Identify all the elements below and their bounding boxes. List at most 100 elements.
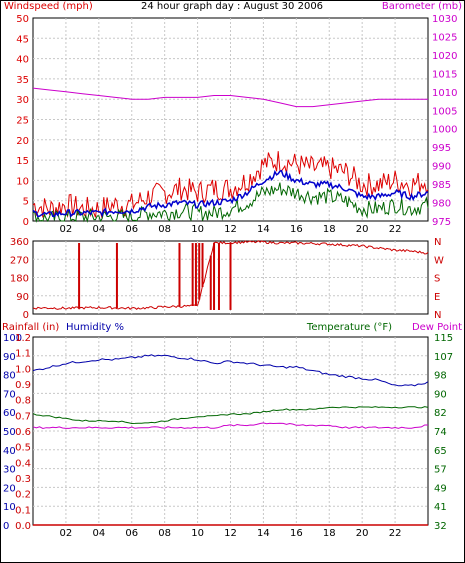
direction-line xyxy=(32,240,429,311)
windspeed-tick-label: 45 xyxy=(16,34,29,45)
x-tick-label: 14 xyxy=(257,224,270,235)
direction-degree-tick-labels: 360 270 180 90 0 xyxy=(10,237,29,321)
x-tick-label: 04 xyxy=(92,528,105,539)
rainfall-tick-label: 0.8 xyxy=(15,396,31,407)
x-tick-label: 20 xyxy=(356,224,369,235)
panel-climate-series xyxy=(32,354,429,526)
low-speed-line xyxy=(32,182,429,223)
x-tick-label: 22 xyxy=(389,224,402,235)
windspeed-tick-label: 0 xyxy=(23,217,29,228)
humidity-tick-label: 100 xyxy=(3,333,22,344)
temperature-tick-label: 82 xyxy=(434,408,447,419)
temperature-axis-label: Temperature (°F) xyxy=(306,322,392,333)
rainfall-tick-label: 0.3 xyxy=(15,474,31,485)
barometer-tick-label: 1025 xyxy=(432,32,457,43)
direction-compass-tick-label: N xyxy=(434,310,441,321)
humidity-tick-label: 30 xyxy=(3,465,16,476)
x-tick-label: 16 xyxy=(290,224,303,235)
average-speed-line xyxy=(32,169,429,218)
barometer-tick-label: 980 xyxy=(432,199,451,210)
x-tick-label: 12 xyxy=(224,224,237,235)
barometer-tick-label: 1000 xyxy=(432,125,457,136)
windspeed-tick-label: 30 xyxy=(16,95,29,106)
barometer-axis-label: Barometer (mb) xyxy=(382,1,462,12)
windspeed-axis-label: Windspeed (mph) xyxy=(4,1,93,12)
windspeed-tick-label: 15 xyxy=(16,156,29,167)
chart-title: 24 hour graph day : August 30 2006 xyxy=(141,1,323,12)
temperature-tick-labels: 115 107 98 90 82 74 65 57 49 41 32 xyxy=(434,333,453,532)
x-tick-label: 02 xyxy=(60,528,73,539)
direction-compass-tick-label: N xyxy=(434,237,441,248)
x-tick-label: 06 xyxy=(125,224,138,235)
x-tick-label: 10 xyxy=(191,224,204,235)
x-tick-label: 20 xyxy=(356,528,369,539)
dewpoint-line xyxy=(32,422,428,430)
rainfall-tick-label: 1.1 xyxy=(15,349,31,360)
rainfall-tick-label: 0.1 xyxy=(15,505,31,516)
x-tick-label: 06 xyxy=(125,528,138,539)
rainfall-tick-label: 0.2 xyxy=(15,490,31,501)
temperature-tick-label: 98 xyxy=(434,371,447,382)
temperature-tick-label: 41 xyxy=(434,502,447,513)
panel-climate-grid xyxy=(33,337,428,525)
windspeed-tick-label: 20 xyxy=(16,136,29,147)
windspeed-tick-label: 10 xyxy=(16,176,29,187)
humidity-tick-label: 50 xyxy=(3,427,16,438)
humidity-tick-label: 90 xyxy=(3,352,16,363)
humidity-tick-label: 20 xyxy=(3,483,16,494)
barometer-tick-label: 1015 xyxy=(432,69,457,80)
barometer-tick-label: 985 xyxy=(432,180,451,191)
barometer-tick-label: 995 xyxy=(432,143,451,154)
humidity-axis-label: Humidity % xyxy=(66,322,124,333)
rainfall-axis-label: Rainfall (in) xyxy=(2,322,59,333)
humidity-tick-label: 80 xyxy=(3,371,16,382)
x-tick-label: 04 xyxy=(92,224,105,235)
barometer-tick-label: 990 xyxy=(432,162,451,173)
humidity-tick-label: 40 xyxy=(3,446,16,457)
windspeed-tick-label: 35 xyxy=(16,75,29,86)
dewpoint-axis-label: Dew Point xyxy=(412,322,462,333)
panel-wind-x-tick-labels: 02 04 06 08 10 12 14 16 18 20 22 xyxy=(60,224,402,235)
rainfall-tick-label: 0.7 xyxy=(15,411,31,422)
rainfall-tick-label: 0.5 xyxy=(15,443,31,454)
rainfall-tick-labels: 1.2 1.1 1.0 0.9 0.8 0.7 0.6 0.5 0.4 0.3 0.2 0.1 0.0 xyxy=(15,333,31,532)
rainfall-tick-label: 0.0 xyxy=(15,521,31,532)
barometer-tick-labels: 1030 1025 1020 1015 1010 1005 1000 995 990 985 980… xyxy=(432,14,457,228)
windspeed-tick-label: 50 xyxy=(16,14,29,25)
direction-degree-tick-label: 270 xyxy=(10,255,29,266)
x-tick-label: 10 xyxy=(191,528,204,539)
panel-climate-x-tick-labels: 02 04 06 08 10 12 14 16 18 20 22 xyxy=(60,528,402,539)
humidity-line xyxy=(32,354,429,387)
temperature-tick-label: 32 xyxy=(434,521,447,532)
x-tick-label: 18 xyxy=(323,528,336,539)
direction-degree-tick-label: 360 xyxy=(10,237,29,248)
temperature-tick-label: 107 xyxy=(434,352,453,363)
barometer-tick-label: 975 xyxy=(432,217,451,228)
panel-wind-series xyxy=(32,87,429,223)
temperature-tick-label: 65 xyxy=(434,446,447,457)
barometer-tick-label: 1005 xyxy=(432,106,457,117)
barometer-tick-label: 1020 xyxy=(432,51,457,62)
temperature-tick-label: 49 xyxy=(434,483,447,494)
direction-compass-tick-label: W xyxy=(434,255,444,266)
windspeed-tick-label: 40 xyxy=(16,55,29,66)
rainfall-tick-label: 0.9 xyxy=(15,380,31,391)
x-tick-label: 16 xyxy=(290,528,303,539)
windspeed-tick-label: 25 xyxy=(16,116,29,127)
rainfall-tick-label: 1.0 xyxy=(15,364,31,375)
x-tick-label: 22 xyxy=(389,528,402,539)
x-tick-label: 12 xyxy=(224,528,237,539)
x-tick-label: 18 xyxy=(323,224,336,235)
barometer-tick-label: 1010 xyxy=(432,88,457,99)
direction-compass-tick-label: S xyxy=(434,274,440,285)
temperature-line xyxy=(32,406,429,425)
humidity-tick-label: 10 xyxy=(3,502,16,513)
temperature-tick-label: 57 xyxy=(434,465,447,476)
direction-degree-tick-label: 90 xyxy=(16,292,29,303)
direction-degree-tick-label: 180 xyxy=(10,274,29,285)
x-tick-label: 08 xyxy=(158,528,171,539)
temperature-tick-label: 115 xyxy=(434,333,453,344)
